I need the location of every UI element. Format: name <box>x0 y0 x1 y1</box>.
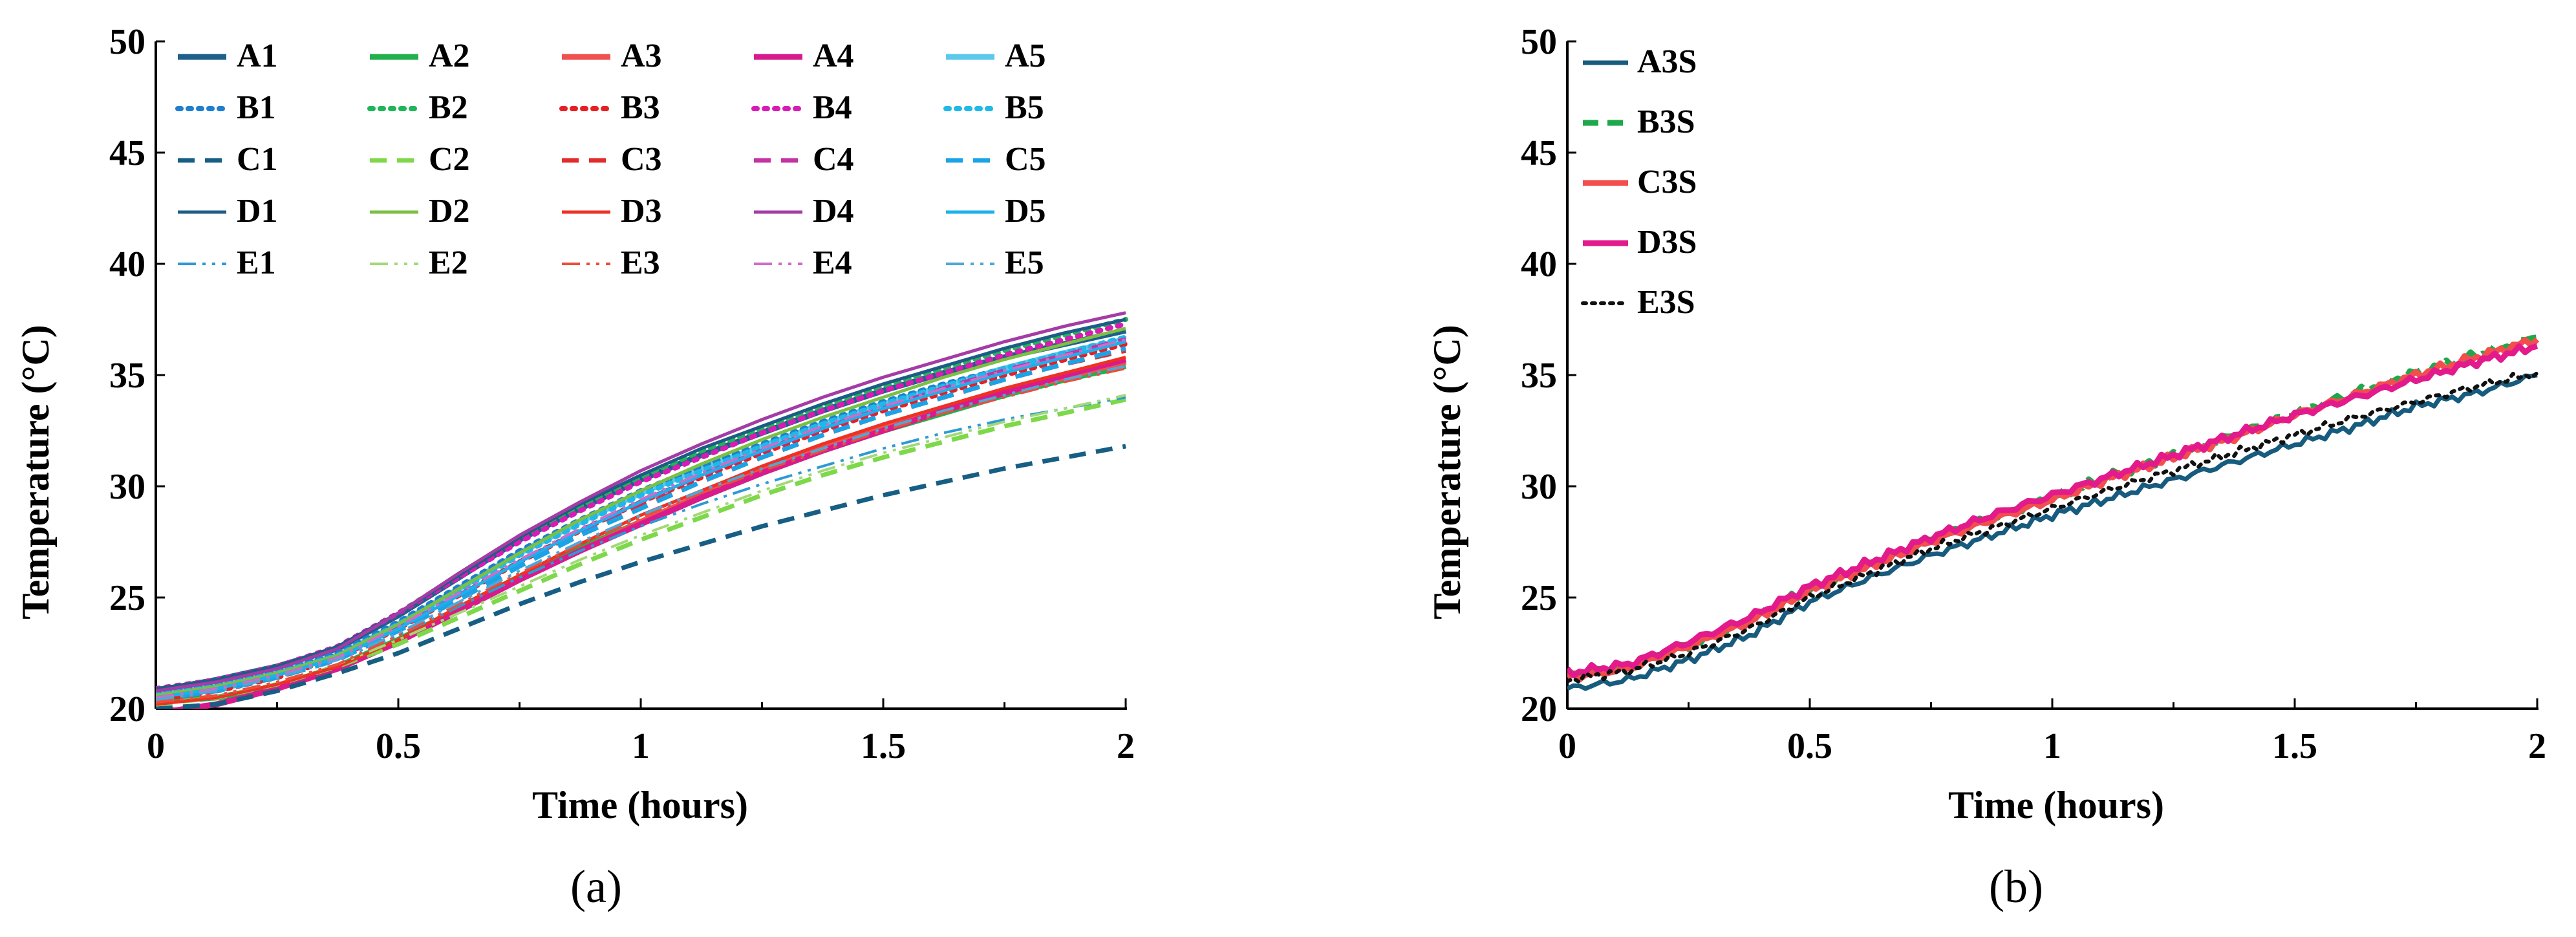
panel-a-legend-label-b5: B5 <box>1005 89 1044 126</box>
panel-b-series-a3s <box>1567 372 2538 691</box>
panel-a-series-d2 <box>156 327 1126 697</box>
panel-b-axes: 20 25 30 35 40 45 50 0 0.5 1 1.5 2 <box>1521 22 2546 766</box>
panel-a-legend-label-d4: D4 <box>813 193 854 230</box>
panel-a-legend-label-b4: B4 <box>813 89 852 126</box>
panel-a-x-tick-label: 2 <box>1117 726 1135 766</box>
panel-a-x-tick-label: 1.5 <box>861 726 906 766</box>
panel-a-legend-label-c3: C3 <box>621 141 662 178</box>
panel-a-legend-label-c4: C4 <box>813 141 854 178</box>
panel-b-x-tick-label: 0 <box>1558 726 1576 766</box>
panel-b-legend-label-e3s: E3S <box>1637 284 1695 321</box>
panel-b-y-tick-label: 20 <box>1521 689 1557 729</box>
panel-a-legend-label-e4: E4 <box>813 244 852 281</box>
panel-a-series-c4 <box>156 337 1126 700</box>
panel-a-legend-label-a1: A1 <box>237 38 278 74</box>
panel-a-legend-label-e1: E1 <box>237 244 276 281</box>
panel-b-series <box>1567 334 2540 691</box>
panel-a-y-tick-label: 50 <box>109 22 145 62</box>
panel-b-x-tick-label: 2 <box>2528 726 2546 766</box>
panel-a-series-e5 <box>156 365 1126 702</box>
panel-a-x-tick-label: 1 <box>632 726 650 766</box>
panel-a-series-a2 <box>156 363 1126 705</box>
panel-a-legend-label-c2: C2 <box>429 141 470 178</box>
panel-a-legend-label-d2: D2 <box>429 193 470 230</box>
panel-b-x-axis-label: Time (hours) <box>1948 784 2164 826</box>
panel-b-legend-label-d3s: D3S <box>1637 224 1697 261</box>
panel-a-chart: 20 25 30 35 40 45 50 0 0.5 1 1.5 2 A1 A2 A3 A4 A5 B1 B2 B3… <box>14 22 1135 912</box>
panel-b-y-axis-label: Temperature (°C) <box>1426 325 1468 619</box>
panel-a-legend-label-b3: B3 <box>621 89 660 126</box>
panel-a-legend-label-b2: B2 <box>429 89 468 126</box>
panel-a-legend-label-a5: A5 <box>1005 38 1046 74</box>
panel-a-y-tick-label: 45 <box>109 133 145 173</box>
panel-b-series-d3s <box>1567 343 2538 678</box>
panel-b-legend-label-b3s: B3S <box>1637 103 1695 140</box>
panel-b-y-tick-label: 35 <box>1521 356 1557 396</box>
panel-a-x-tick-label: 0 <box>147 726 165 766</box>
panel-a-series-c1 <box>156 444 1126 709</box>
panel-b-legend-label-c3s: C3S <box>1637 164 1697 200</box>
panel-a-series-d3 <box>156 356 1126 706</box>
panel-a-series-d4 <box>156 311 1126 693</box>
panel-a-legend-label-e3: E3 <box>621 244 660 281</box>
panel-a-series <box>156 311 1128 709</box>
panel-a-axes: 20 25 30 35 40 45 50 0 0.5 1 1.5 2 <box>109 22 1135 766</box>
panel-a-legend-label-b1: B1 <box>237 89 276 126</box>
panel-a-series-d1 <box>156 318 1126 691</box>
panel-a-legend-label-d1: D1 <box>237 193 278 230</box>
panel-a-y-tick-label: 25 <box>109 578 145 618</box>
panel-a-legend-label-a3: A3 <box>621 38 662 74</box>
panel-a-y-tick-label: 40 <box>109 244 145 285</box>
panel-b-series-e3s <box>1567 371 2539 684</box>
panel-a-series-e4 <box>156 338 1126 699</box>
panel-b-y-tick-label: 50 <box>1521 22 1557 62</box>
panel-b-label: (b) <box>1989 861 2043 912</box>
panel-a-y-axis-label: Temperature (°C) <box>14 325 57 619</box>
panel-b-y-tick-label: 40 <box>1521 244 1557 285</box>
panel-a-series-a5 <box>156 336 1126 698</box>
panel-a-label: (a) <box>570 861 622 912</box>
panel-a-x-axis-label: Time (hours) <box>532 784 748 826</box>
panel-a-legend-label-a2: A2 <box>429 38 470 74</box>
panel-b-x-tick-label: 0.5 <box>1787 726 1832 766</box>
panel-b-legend-label-a3s: A3S <box>1637 43 1697 80</box>
panel-a-y-tick-label: 30 <box>109 467 145 507</box>
panel-a-series-a4 <box>166 356 1127 709</box>
panel-a-legend-label-e2: E2 <box>429 244 468 281</box>
panel-a-series-e1 <box>156 396 1126 702</box>
panel-a-x-tick-label: 0.5 <box>376 726 421 766</box>
panel-b-y-tick-label: 45 <box>1521 133 1557 173</box>
panel-a-y-tick-label: 35 <box>109 356 145 396</box>
panel-a-series-c5 <box>156 346 1126 702</box>
panel-a-legend-label-d3: D3 <box>621 193 662 230</box>
panel-b-y-tick-label: 25 <box>1521 578 1557 618</box>
panel-b-y-tick-label: 30 <box>1521 467 1557 507</box>
panel-a-series-e3 <box>156 367 1126 704</box>
panel-a-series-e2 <box>156 394 1126 704</box>
panel-b-legend: A3S B3S C3S D3S E3S <box>1581 43 1697 321</box>
panel-a-legend-label-d5: D5 <box>1005 193 1046 230</box>
panel-b-x-tick-label: 1 <box>2043 726 2061 766</box>
panel-b-x-tick-label: 1.5 <box>2272 726 2317 766</box>
panel-a-legend: A1 A2 A3 A4 A5 B1 B2 B3 B4 B5 C1 C2 C3 C4 C5 D1 D2 D3 D4 D5… <box>175 38 1046 281</box>
panel-a-legend-label-e5: E5 <box>1005 244 1044 281</box>
panel-a-legend-label-c1: C1 <box>237 141 278 178</box>
panel-a-y-tick-label: 20 <box>109 689 145 729</box>
panel-a-series-d5 <box>156 339 1126 700</box>
panel-a-legend-label-a4: A4 <box>813 38 854 74</box>
panel-a-legend-label-c5: C5 <box>1005 141 1046 178</box>
